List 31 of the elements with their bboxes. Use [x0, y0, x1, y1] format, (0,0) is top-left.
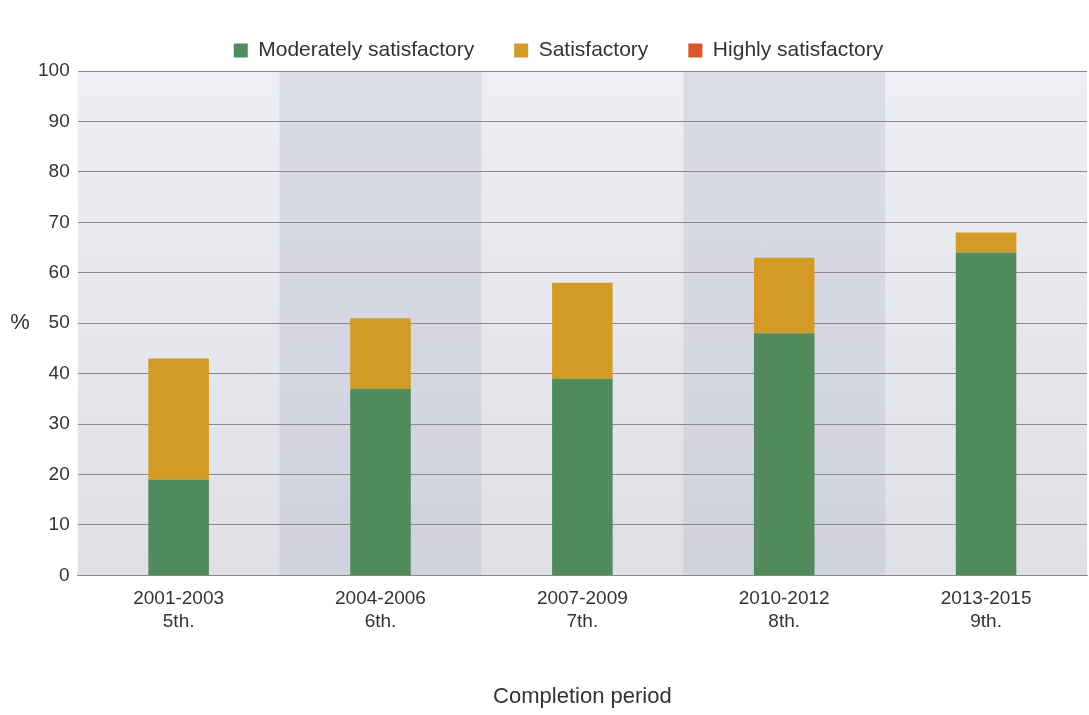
y-tick-label: 100 — [38, 59, 70, 81]
x-tick-label: 2013-2015 9th. — [940, 587, 1032, 631]
x-tick-label: 2007-2009 7th. — [536, 587, 628, 631]
y-tick-label: 40 — [48, 361, 70, 383]
y-tick-label: 70 — [48, 210, 70, 232]
x-tick-label: 2001-2003 5th. — [133, 587, 225, 631]
bar — [552, 282, 613, 379]
y-tick-label: 30 — [48, 412, 70, 434]
y-tick-label: 50 — [48, 311, 70, 333]
bar — [148, 358, 209, 480]
y-axis-title: % — [10, 309, 30, 335]
y-tick-label: 10 — [48, 513, 70, 535]
y-tick-label: 60 — [48, 260, 70, 282]
legend-label: Highly satisfactory — [712, 37, 884, 61]
bar — [753, 333, 815, 575]
x-tick-label: 2010-2012 8th. — [738, 587, 830, 631]
y-tick-label: 20 — [48, 462, 70, 484]
legend-label: Satisfactory — [538, 37, 649, 61]
bar — [552, 378, 613, 575]
bar — [955, 232, 1017, 253]
bar — [350, 318, 411, 389]
legend-label: Moderately satisfactory — [258, 37, 475, 61]
y-tick-label: 0 — [59, 563, 70, 585]
bar — [955, 252, 1017, 575]
bar — [350, 388, 411, 575]
y-tick-label: 90 — [48, 109, 70, 131]
x-axis-title: Completion period — [493, 683, 672, 709]
bar — [753, 257, 815, 334]
y-tick-label: 80 — [48, 160, 70, 182]
x-tick-label: 2004-2006 6th. — [335, 587, 426, 631]
bar — [148, 479, 209, 575]
